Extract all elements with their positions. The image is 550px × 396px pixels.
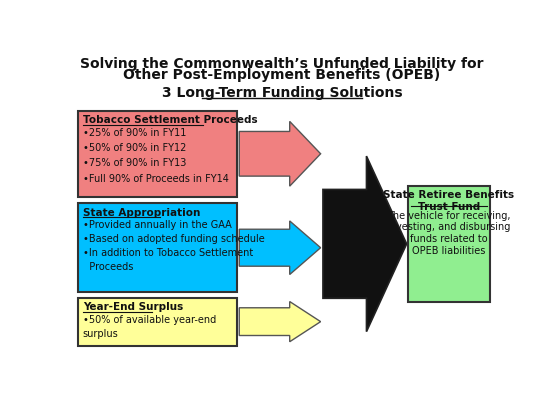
Polygon shape <box>239 122 321 186</box>
Polygon shape <box>239 221 321 274</box>
Text: •50% of 90% in FY12: •50% of 90% in FY12 <box>82 143 186 153</box>
Text: •In addition to Tobacco Settlement: •In addition to Tobacco Settlement <box>82 248 253 258</box>
FancyBboxPatch shape <box>78 298 237 345</box>
Text: Tobacco Settlement Proceeds: Tobacco Settlement Proceeds <box>82 115 257 125</box>
Polygon shape <box>239 301 321 342</box>
Text: •Provided annually in the GAA: •Provided annually in the GAA <box>82 220 232 230</box>
Text: •50% of available year-end: •50% of available year-end <box>82 315 216 325</box>
Text: 3 Long-Term Funding Solutions: 3 Long-Term Funding Solutions <box>162 86 402 100</box>
Text: •25% of 90% in FY11: •25% of 90% in FY11 <box>82 128 186 137</box>
Text: The vehicle for receiving,
investing, and disbursing
funds related to
OPEB liabi: The vehicle for receiving, investing, an… <box>387 211 510 255</box>
Polygon shape <box>323 156 406 332</box>
Text: •Full 90% of Proceeds in FY14: •Full 90% of Proceeds in FY14 <box>82 174 229 184</box>
FancyBboxPatch shape <box>78 203 237 291</box>
Text: State Appropriation: State Appropriation <box>82 208 200 218</box>
Text: Solving the Commonwealth’s Unfunded Liability for: Solving the Commonwealth’s Unfunded Liab… <box>80 57 483 71</box>
FancyBboxPatch shape <box>408 186 490 302</box>
Text: State Retiree Benefits
Trust Fund: State Retiree Benefits Trust Fund <box>383 190 514 211</box>
Text: Year-End Surplus: Year-End Surplus <box>82 303 183 312</box>
Text: •Based on adopted funding schedule: •Based on adopted funding schedule <box>82 234 265 244</box>
Text: •75% of 90% in FY13: •75% of 90% in FY13 <box>82 158 186 168</box>
Text: Other Post-Employment Benefits (OPEB): Other Post-Employment Benefits (OPEB) <box>123 68 441 82</box>
Text: Proceeds: Proceeds <box>82 262 133 272</box>
Text: surplus: surplus <box>82 329 118 339</box>
FancyBboxPatch shape <box>78 110 237 197</box>
